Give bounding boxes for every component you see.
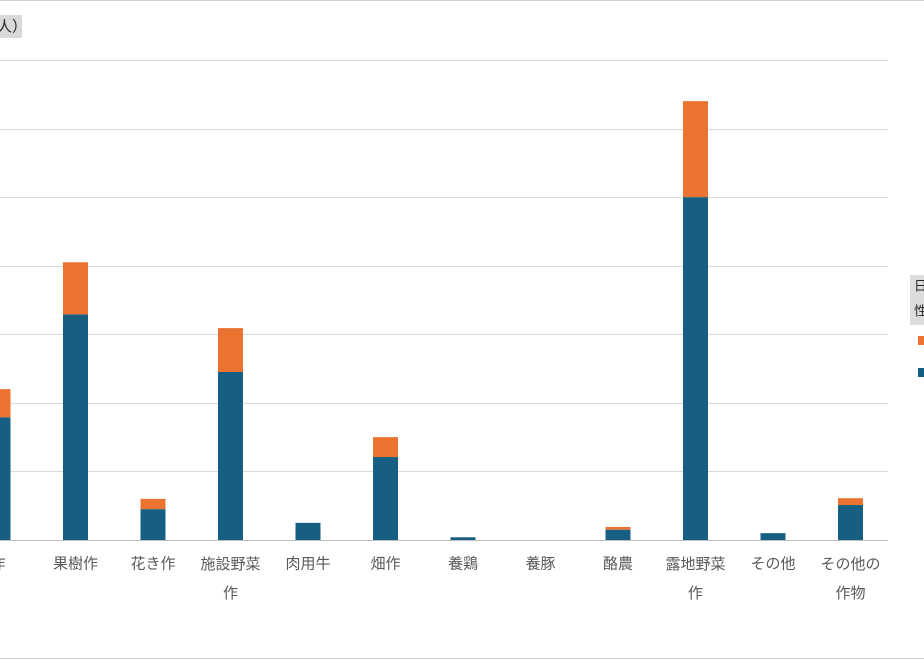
legend-title: 性 — [914, 305, 924, 320]
x-tick-label: 肉用牛 — [285, 555, 330, 573]
bar-segment — [838, 505, 863, 540]
bar-segment — [295, 522, 321, 540]
legend-title: 日 — [914, 280, 924, 295]
bar-segment — [605, 526, 631, 530]
bar-segment — [63, 262, 88, 315]
bar-segment — [140, 498, 166, 510]
bar-segment — [373, 437, 398, 458]
x-tick-label: 花き作 — [130, 555, 175, 573]
bar-segment — [838, 498, 863, 506]
bar-segment — [0, 389, 11, 418]
bar-segment — [218, 328, 243, 372]
x-tick-label: 露地野菜作 — [665, 555, 725, 602]
bar-segment — [450, 537, 476, 540]
x-tick-label: 養鶏 — [448, 555, 478, 573]
bar-segment — [605, 529, 631, 540]
bar-segment — [760, 533, 786, 540]
x-tick-label: 畑作 — [370, 555, 400, 573]
x-tick-label: 酪農 — [603, 555, 633, 573]
bar-segment — [683, 197, 708, 540]
bar-segment — [218, 372, 243, 540]
x-tick-label: その他の作物 — [820, 555, 880, 602]
chart-title: 人） — [0, 18, 27, 36]
legend-key — [918, 368, 924, 377]
x-tick-label: 施設野菜作 — [200, 555, 260, 602]
bar-segment — [683, 101, 708, 198]
legend-key — [918, 336, 924, 345]
x-tick-label: 養豚 — [525, 555, 555, 573]
bar-segment — [373, 457, 398, 540]
bar-segment — [140, 509, 166, 540]
legend-title-box — [910, 275, 924, 325]
title-box — [0, 15, 22, 38]
x-tick-label: 作 — [0, 555, 6, 573]
x-tick-label: 果樹作 — [53, 555, 98, 573]
bar-segment — [0, 417, 11, 540]
bar-segment — [63, 314, 88, 540]
x-tick-label: その他 — [750, 555, 795, 573]
